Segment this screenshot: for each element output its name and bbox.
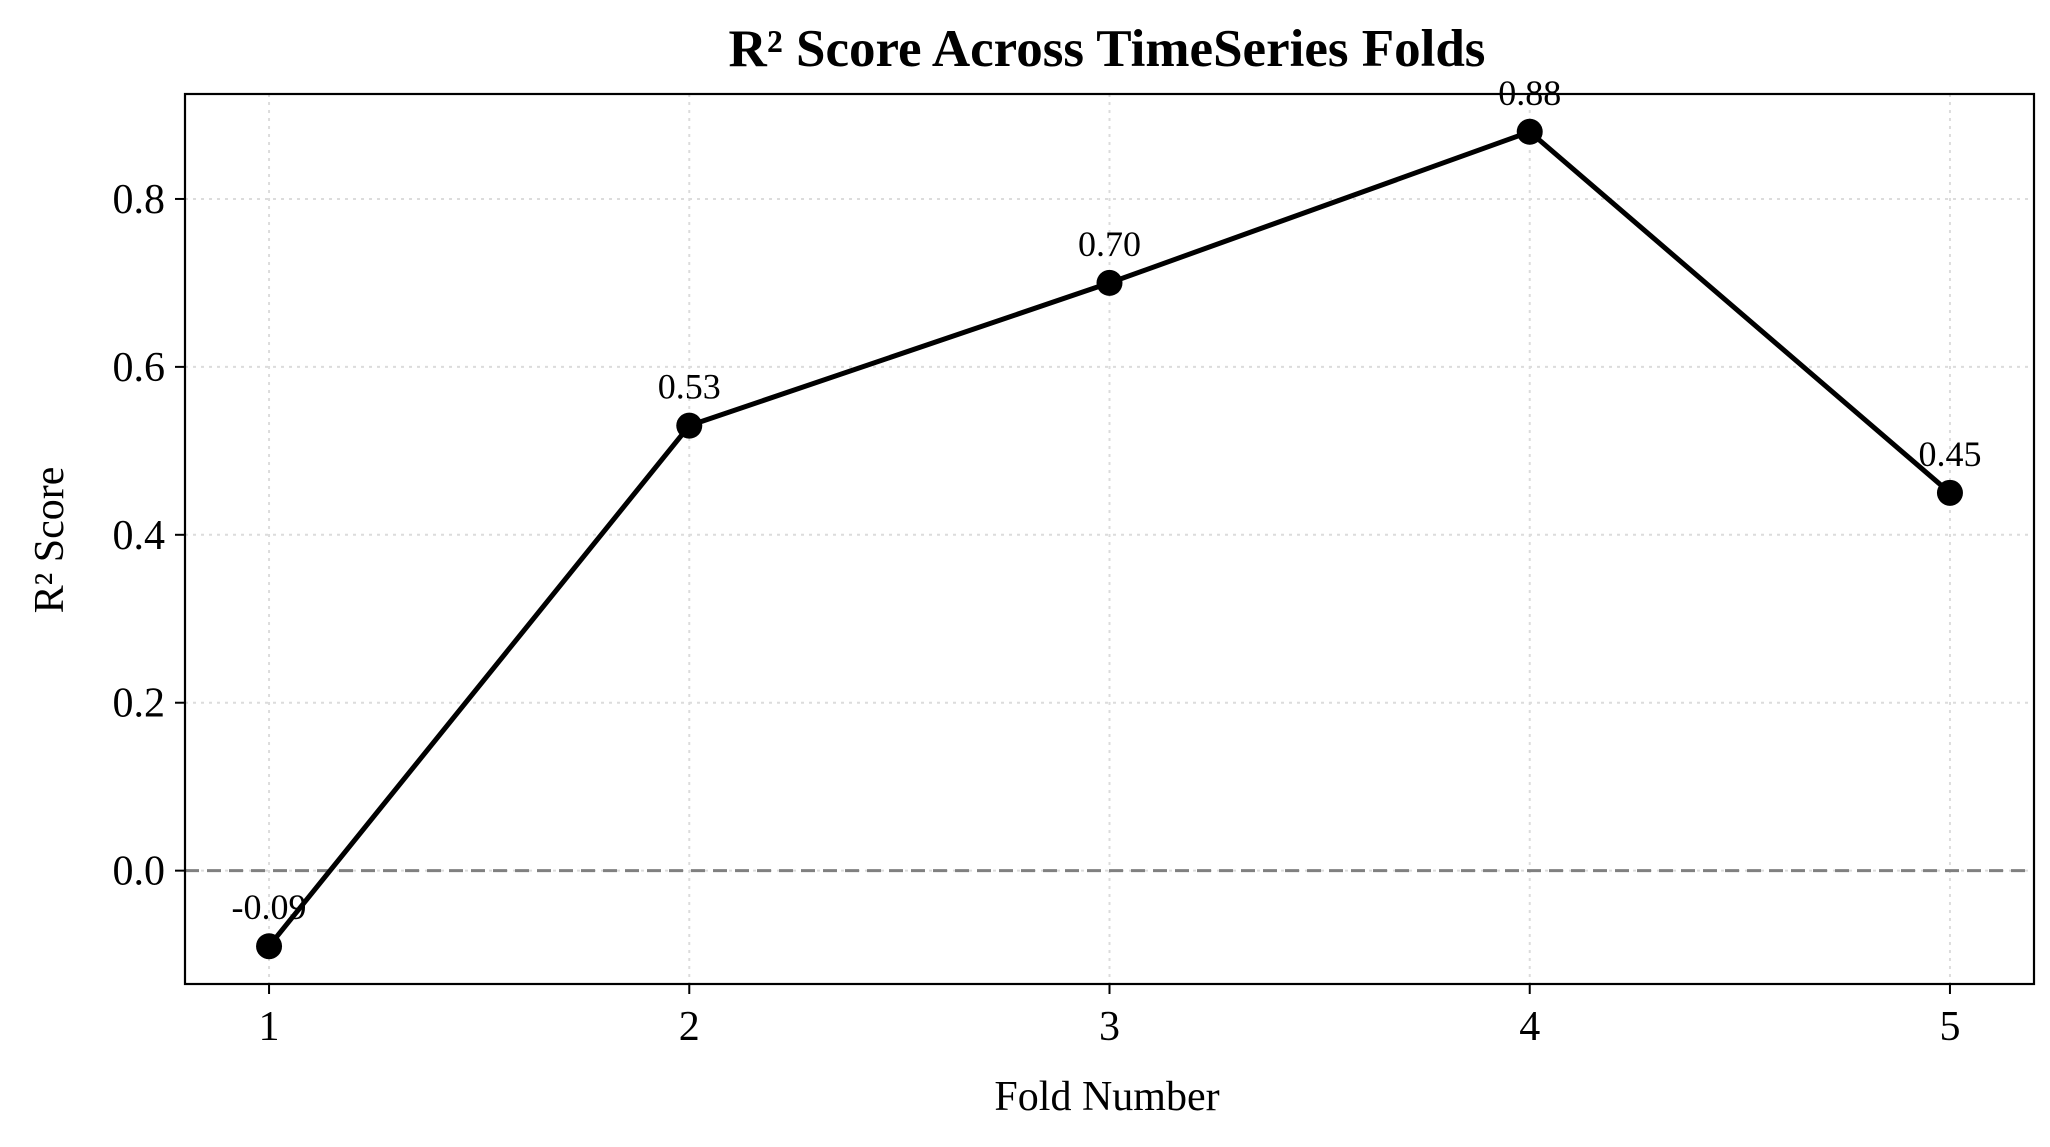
y-tick-label: 0.2 — [113, 681, 166, 727]
data-point-label: 0.53 — [658, 367, 721, 407]
chart-title: R² Score Across TimeSeries Folds — [729, 20, 1486, 78]
data-point-marker — [1096, 269, 1123, 296]
data-point-marker — [1936, 479, 1963, 506]
ticks-layer: 1 2 3 4 5 0.0 0.2 0.4 0.6 0.8 — [113, 177, 1961, 1050]
y-axis-label: R² Score — [27, 467, 73, 614]
data-point-marker — [256, 933, 283, 960]
data-point-label: 0.70 — [1078, 224, 1141, 264]
x-tick-label: 4 — [1519, 1004, 1540, 1050]
y-tick-label: 0.4 — [113, 513, 166, 559]
x-tick-label: 2 — [679, 1004, 700, 1050]
data-point-label: -0.09 — [232, 887, 307, 927]
data-point-label: 0.45 — [1918, 434, 1981, 474]
data-point-marker — [1516, 118, 1543, 145]
data-point-label: 0.88 — [1498, 73, 1561, 113]
x-axis-label: Fold Number — [994, 1074, 1219, 1120]
x-tick-label: 3 — [1099, 1004, 1120, 1050]
series-layer — [256, 118, 1963, 960]
data-point-marker — [676, 412, 703, 439]
y-tick-label: 0.8 — [113, 177, 166, 223]
y-tick-label: 0.0 — [113, 849, 166, 895]
x-tick-label: 5 — [1939, 1004, 1960, 1050]
x-tick-label: 1 — [259, 1004, 280, 1050]
data-label-layer: -0.09 0.53 0.70 0.88 0.45 — [232, 73, 1982, 927]
y-tick-label: 0.6 — [113, 345, 166, 391]
